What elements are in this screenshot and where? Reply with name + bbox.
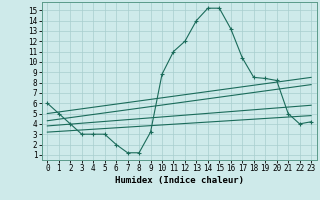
X-axis label: Humidex (Indice chaleur): Humidex (Indice chaleur): [115, 176, 244, 185]
